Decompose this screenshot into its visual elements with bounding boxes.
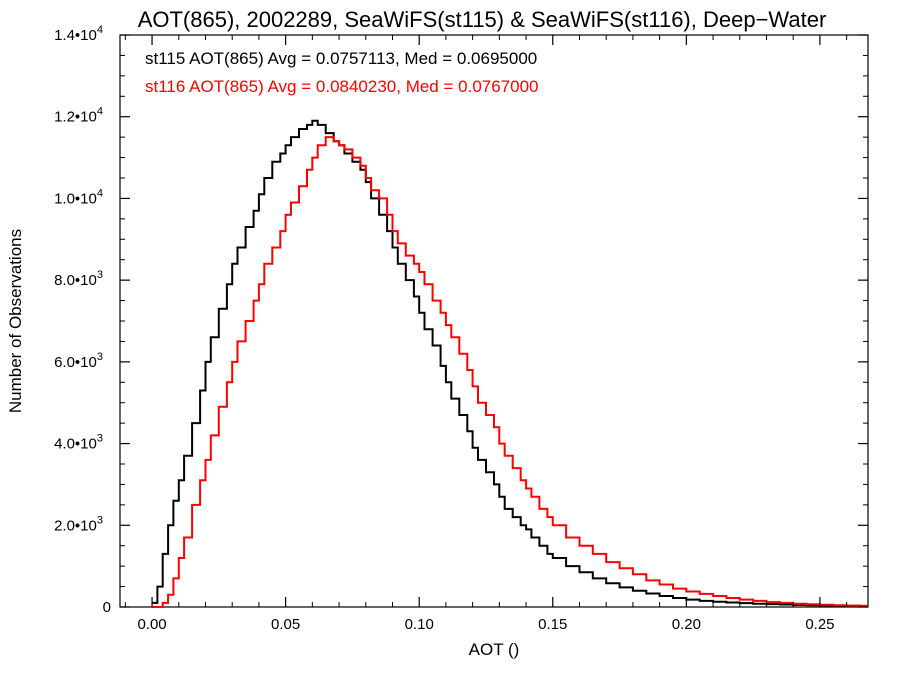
series-line-1 (152, 136, 868, 608)
x-tick-label: 0.25 (805, 616, 834, 633)
x-tick-label: 0.10 (405, 616, 434, 633)
y-axis-ticks: 0 2.0•103 4.0•103 6.0•103 8.0•103 1.0•104 1.2•… (54, 24, 868, 616)
y-tick-label: 0 (103, 599, 111, 616)
chart-title: AOT(865), 2002289, SeaWiFS(st115) & SeaW… (138, 7, 827, 32)
annotation-st115: st115 AOT(865) Avg = 0.0757113, Med = 0.… (145, 49, 537, 68)
x-tick-label: 0.00 (137, 616, 166, 633)
x-axis-label: AOT () (469, 640, 520, 659)
y-tick-label: 8.0•103 (54, 269, 103, 289)
annotation-st116: st116 AOT(865) Avg = 0.0840230, Med = 0.… (145, 77, 539, 96)
series-line-0 (152, 119, 868, 607)
plot-frame (119, 34, 869, 608)
x-tick-label: 0.20 (672, 616, 701, 633)
y-tick-label: 1.0•104 (54, 187, 103, 207)
y-tick-label: 1.2•104 (54, 106, 103, 126)
x-axis-ticks: 0.00 0.05 0.10 0.15 0.20 0.25 (124, 35, 848, 633)
x-tick-label: 0.15 (538, 616, 567, 633)
y-tick-label: 4.0•103 (54, 433, 103, 453)
y-tick-label: 2.0•103 (54, 514, 103, 534)
y-tick-label: 1.4•104 (54, 24, 103, 44)
y-tick-label: 6.0•103 (54, 351, 103, 371)
x-tick-label: 0.05 (271, 616, 300, 633)
y-axis-label: Number of Observations (6, 229, 25, 413)
series-layer (152, 119, 868, 608)
